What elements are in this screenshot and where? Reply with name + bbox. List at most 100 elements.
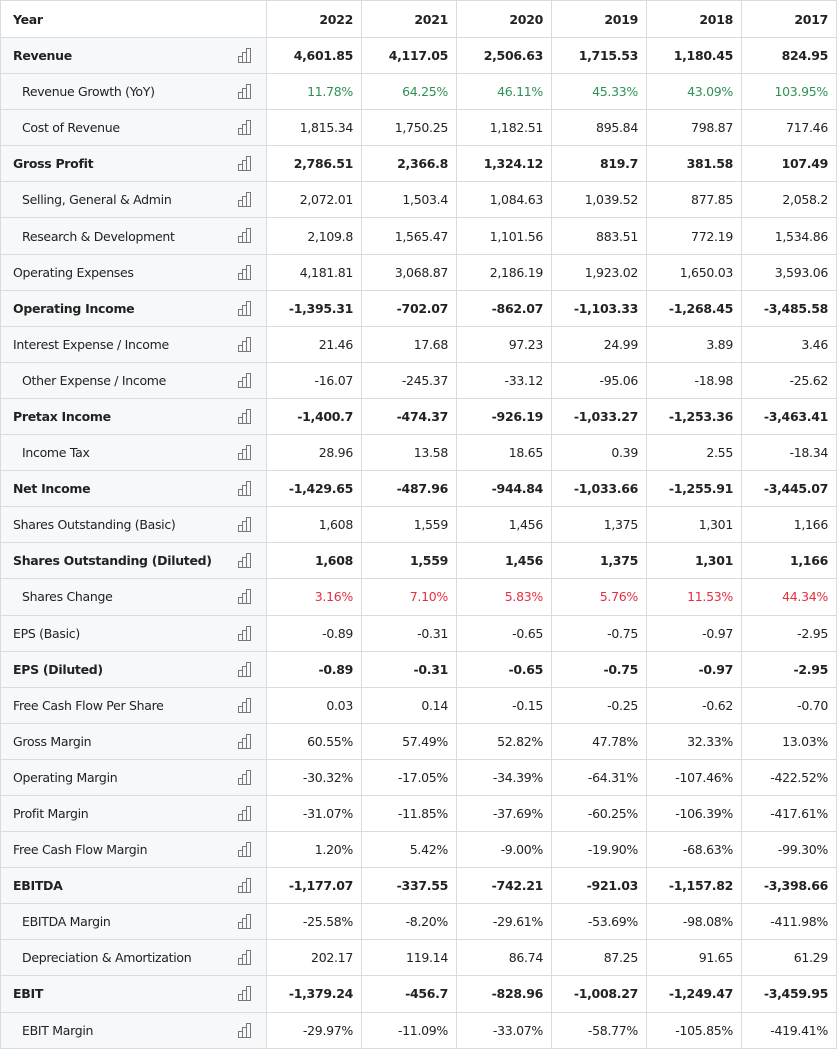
bar-chart-icon[interactable] [237, 661, 253, 677]
table-row: Gross Profit 2,786.51 2,366.8 1,324.12 819.7… [0, 145, 837, 183]
bar-chart-icon[interactable] [237, 372, 253, 388]
value-cell: -419.41% [741, 1011, 837, 1049]
value-cell: -0.70 [741, 686, 837, 724]
year-column-header[interactable]: 2019 [551, 0, 647, 38]
bar-chart-icon[interactable] [237, 914, 253, 930]
value-cell: 1,750.25 [361, 109, 457, 147]
bar-chart-icon[interactable] [237, 228, 253, 244]
value-cell: -1,103.33 [551, 289, 647, 327]
value-cell: -487.96 [361, 470, 457, 508]
bar-chart-icon[interactable] [237, 120, 253, 136]
year-column-header[interactable]: 2018 [646, 0, 742, 38]
year-column-header[interactable]: 2022 [266, 0, 362, 38]
value-cell: 44.34% [741, 578, 837, 616]
table-row: Pretax Income -1,400.7 -474.37 -926.19 -1,03… [0, 397, 837, 436]
bar-chart-icon[interactable] [237, 156, 253, 172]
value-cell: 18.65 [456, 434, 552, 472]
table-row: EPS (Basic) -0.89 -0.31 -0.65 -0.75 -0.97 -2.9… [0, 614, 837, 652]
table-row: Research & Development 2,109.8 1,565.47 1,1… [0, 217, 837, 255]
value-cell: -0.25 [551, 686, 647, 724]
bar-chart-icon[interactable] [237, 264, 253, 280]
value-cell: 1,715.53 [551, 36, 647, 75]
table-row: Other Expense / Income -16.07 -245.37 -33.1… [0, 361, 837, 399]
table-row: Profit Margin -31.07% -11.85% -37.69% -60.25… [0, 794, 837, 833]
bar-chart-icon[interactable] [237, 805, 253, 821]
row-label-cell: Shares Outstanding (Basic) [0, 506, 267, 544]
row-label-cell: EBITDA [0, 867, 267, 905]
table-row: Selling, General & Admin 2,072.01 1,503.4 1… [0, 181, 837, 219]
row-label-cell: Selling, General & Admin [0, 181, 267, 219]
value-cell: 1,375 [551, 542, 647, 580]
row-label: EPS (Basic) [13, 625, 80, 641]
bar-chart-icon[interactable] [237, 625, 253, 641]
bar-chart-icon[interactable] [237, 84, 253, 100]
bar-chart-icon[interactable] [237, 589, 253, 605]
bar-chart-icon[interactable] [237, 697, 253, 713]
value-cell: 45.33% [551, 73, 647, 111]
row-label: EBIT Margin [22, 1022, 94, 1038]
bar-chart-icon[interactable] [237, 481, 253, 497]
table-row: Cost of Revenue 1,815.34 1,750.25 1,182.51 8… [0, 109, 837, 147]
bar-chart-icon[interactable] [237, 517, 253, 533]
value-cell: 4,181.81 [266, 253, 362, 291]
row-label: Revenue Growth (YoY) [22, 84, 155, 100]
value-cell: -702.07 [361, 289, 457, 327]
value-cell: -245.37 [361, 361, 457, 399]
value-cell: -2.95 [741, 650, 837, 688]
year-column-header[interactable]: 2021 [361, 0, 457, 38]
value-cell: 5.83% [456, 578, 552, 616]
bar-chart-icon[interactable] [237, 336, 253, 352]
row-label: Shares Outstanding (Diluted) [13, 553, 212, 569]
bar-chart-icon[interactable] [237, 192, 253, 208]
value-cell: -2.95 [741, 614, 837, 652]
bar-chart-icon[interactable] [237, 300, 253, 316]
value-cell: -9.00% [456, 831, 552, 869]
bar-chart-icon[interactable] [237, 408, 253, 424]
bar-chart-icon[interactable] [237, 878, 253, 894]
value-cell: 91.65 [646, 939, 742, 977]
bar-chart-icon[interactable] [237, 769, 253, 785]
value-cell: -417.61% [741, 794, 837, 833]
value-cell: 107.49 [741, 145, 837, 183]
row-label-cell: EBITDA Margin [0, 903, 267, 941]
value-cell: 87.25 [551, 939, 647, 977]
row-label: Pretax Income [13, 408, 111, 424]
row-label: Research & Development [22, 228, 175, 244]
bar-chart-icon[interactable] [237, 842, 253, 858]
value-cell: -3,463.41 [741, 397, 837, 436]
value-cell: -25.62 [741, 361, 837, 399]
table-row: Net Income -1,429.65 -487.96 -944.84 -1,033.… [0, 470, 837, 508]
value-cell: -926.19 [456, 397, 552, 436]
bar-chart-icon[interactable] [237, 445, 253, 461]
bar-chart-icon[interactable] [237, 48, 253, 63]
value-cell: -58.77% [551, 1011, 647, 1049]
value-cell: -33.07% [456, 1011, 552, 1049]
table-row: Interest Expense / Income 21.46 17.68 97.23… [0, 325, 837, 363]
value-cell: 1,166 [741, 542, 837, 580]
bar-chart-icon[interactable] [237, 733, 253, 749]
row-label-cell: Free Cash Flow Margin [0, 831, 267, 869]
value-cell: -29.61% [456, 903, 552, 941]
row-label-cell: Pretax Income [0, 397, 267, 436]
table-row: Revenue 4,601.85 4,117.05 2,506.63 1,715.53 1… [0, 36, 837, 75]
bar-chart-icon[interactable] [237, 1022, 253, 1038]
value-cell: 1,608 [266, 506, 362, 544]
value-cell: -16.07 [266, 361, 362, 399]
year-column-header[interactable]: 2020 [456, 0, 552, 38]
row-label: Free Cash Flow Per Share [13, 697, 164, 713]
value-cell: -0.31 [361, 614, 457, 652]
value-cell: -17.05% [361, 758, 457, 796]
row-label-cell: Cost of Revenue [0, 109, 267, 147]
value-cell: 2,072.01 [266, 181, 362, 219]
bar-chart-icon[interactable] [237, 553, 253, 569]
value-cell: -53.69% [551, 903, 647, 941]
bar-chart-icon[interactable] [237, 950, 253, 966]
value-cell: -1,008.27 [551, 975, 647, 1013]
year-column-header[interactable]: 2017 [741, 0, 837, 38]
value-cell: -0.97 [646, 650, 742, 688]
bar-chart-icon[interactable] [237, 986, 253, 1002]
value-cell: -95.06 [551, 361, 647, 399]
value-cell: 1,503.4 [361, 181, 457, 219]
value-cell: -30.32% [266, 758, 362, 796]
value-cell: 895.84 [551, 109, 647, 147]
